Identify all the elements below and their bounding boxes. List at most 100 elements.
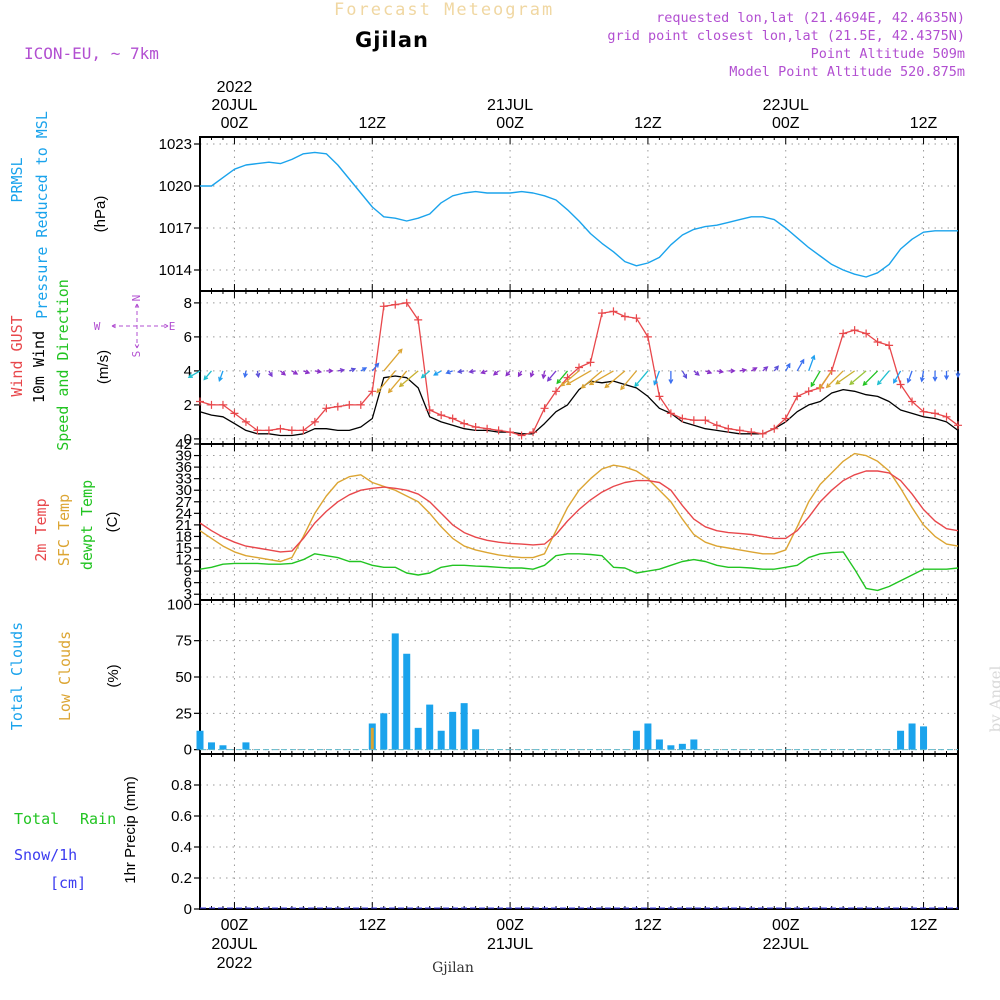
wind-direction-arrow	[218, 370, 224, 382]
total-cloud-bar	[460, 703, 468, 750]
top-time-label: 12Z	[634, 115, 662, 132]
y-tick-label: 36	[175, 459, 192, 476]
wind-direction-arrow	[203, 370, 212, 381]
gust-marker	[368, 387, 377, 396]
y-tick-label: 9	[184, 563, 192, 580]
gust-marker	[379, 302, 388, 311]
gust-marker	[632, 314, 641, 323]
temp-2m-line	[199, 470, 959, 553]
y-tick-label: 0	[184, 431, 192, 448]
gust-marker	[414, 315, 423, 324]
arrow-head	[955, 373, 961, 379]
model-altitude: Model Point Altitude 520.875m	[729, 64, 965, 80]
wind-direction-arrow	[565, 370, 591, 386]
wind-direction-arrow	[468, 368, 476, 374]
wind-direction-arrow	[420, 370, 431, 379]
wind-direction-arrow	[893, 370, 902, 384]
wind-direction-arrow	[955, 370, 961, 379]
wind-direction-arrow	[906, 370, 913, 384]
panel-clouds: 0 25 50 75 100	[167, 596, 959, 759]
total-cloud-bar	[403, 653, 411, 750]
top-time-label: 00Z	[221, 115, 249, 132]
total-cloud-bar	[472, 729, 480, 750]
top-time-label: 2022	[217, 79, 253, 96]
arrow-head	[218, 376, 223, 382]
y-tick-label: 18	[175, 528, 192, 545]
top-time-label: 00Z	[496, 115, 524, 132]
wind-direction-arrow	[796, 358, 805, 372]
arrow-shaft	[835, 370, 856, 385]
gust-marker	[643, 332, 652, 341]
arrow-head	[741, 367, 748, 373]
wind-direction-arrow	[456, 368, 465, 374]
gust-marker	[402, 298, 411, 307]
top-time-label: 12Z	[358, 115, 386, 132]
gust-marker	[218, 400, 227, 409]
total-cloud-bar	[690, 739, 698, 750]
wind-direction-arrow	[505, 370, 511, 377]
gust-marker	[529, 428, 538, 437]
arrow-head	[730, 368, 736, 374]
gust-marker	[552, 387, 561, 396]
label-pressure-msl: Pressure Reduced to MSL	[33, 111, 51, 319]
total-cloud-bar	[437, 730, 445, 750]
model-label: ICON-EU, ~ 7km	[24, 44, 159, 63]
arrow-head	[774, 365, 779, 371]
arrow-shaft	[921, 370, 925, 382]
wind-direction-arrow	[387, 370, 408, 394]
wind-direction-arrow	[876, 370, 890, 386]
arrow-head	[328, 368, 334, 374]
gust-marker	[356, 400, 365, 409]
arrow-head	[468, 368, 474, 374]
arrow-shaft	[907, 370, 913, 383]
arrow-shaft	[589, 370, 614, 386]
gust-marker	[196, 397, 204, 406]
gust-marker	[310, 417, 319, 426]
arrow-head	[255, 372, 261, 379]
wind-direction-arrow	[653, 370, 661, 386]
compass-rose: N S W E	[94, 295, 176, 358]
arrow-head	[361, 367, 368, 372]
top-time-label: 12Z	[910, 115, 938, 132]
gust-marker	[804, 387, 813, 396]
arrow-head	[398, 382, 404, 388]
arrow-shaft	[371, 363, 379, 372]
gust-marker	[678, 414, 687, 423]
wind-direction-arrow	[360, 367, 368, 372]
wind-direction-arrow	[433, 370, 442, 376]
arrow-shaft	[849, 370, 867, 385]
gust-marker	[517, 431, 526, 440]
gust-marker	[540, 404, 549, 413]
unit-temp: (C)	[104, 512, 121, 533]
label-speed-direction: Speed and Direction	[54, 279, 72, 451]
arrow-head	[694, 371, 700, 376]
arrow-shaft	[556, 370, 569, 384]
gust-marker	[747, 428, 756, 437]
wind-direction-arrow	[383, 348, 403, 372]
wind-direction-arrow	[808, 354, 816, 372]
y-tick-label: 75	[175, 633, 192, 650]
top-time-label: 21JUL	[487, 97, 533, 114]
unit-pressure: (hPa)	[92, 196, 109, 233]
label-prmsl: PRMSL	[8, 157, 26, 202]
y-tick-label: 0.2	[171, 870, 192, 887]
y-tick-label: 39	[175, 448, 192, 465]
arrow-head	[906, 378, 912, 384]
gust-marker	[758, 429, 767, 438]
gust-marker	[471, 423, 480, 431]
y-tick-label: 21	[175, 517, 192, 534]
gust-marker	[885, 341, 894, 350]
wind-direction-arrow	[268, 370, 273, 378]
arrow-head	[893, 378, 898, 384]
wind-speed-line	[199, 375, 959, 437]
arrow-head	[376, 388, 382, 394]
arrow-head	[919, 377, 925, 383]
label-snow: Snow/1h	[14, 846, 77, 864]
arrow-shaft	[376, 370, 396, 393]
arrow-head	[818, 384, 824, 390]
arrow-head	[604, 383, 610, 389]
arrow-shaft	[653, 370, 661, 385]
y-tick-label: 25	[175, 705, 192, 722]
gust-marker	[437, 411, 446, 420]
arrow-head	[350, 367, 357, 373]
